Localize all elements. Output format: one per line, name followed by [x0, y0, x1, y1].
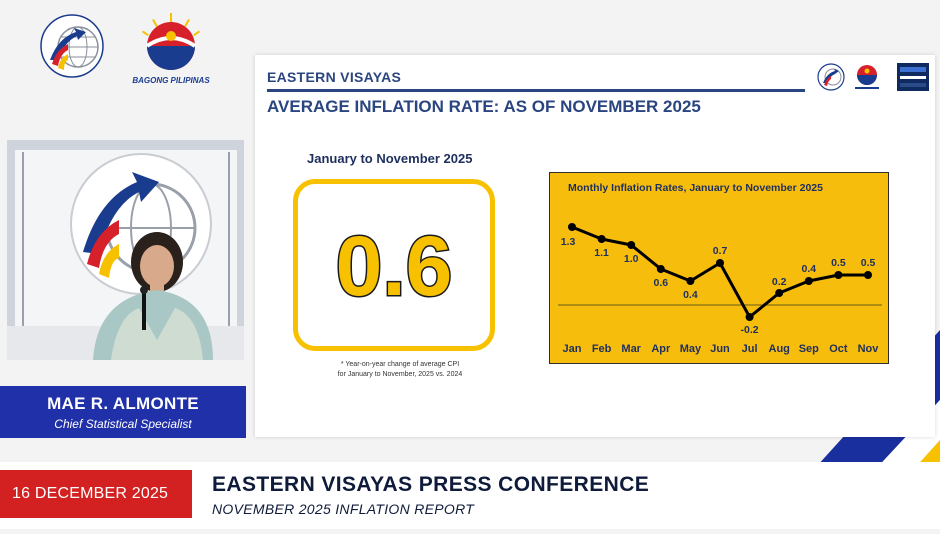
data-point	[834, 271, 843, 279]
data-point	[864, 271, 872, 279]
data-label: 0.7	[713, 245, 728, 257]
chart-svg: 1.3 1.1 1.0 0.6 0.4 0.7 -0.2 0.2 0.4 0.5 0.5 Jan Feb…	[558, 223, 882, 355]
kpi-box: 0.6	[293, 179, 495, 351]
footnote-line-2: for January to November, 2025 vs. 2024	[337, 371, 463, 378]
monthly-inflation-chart: 1.3 1.1 1.0 0.6 0.4 0.7 -0.2 0.2 0.4 0.5 0.5 Jan Feb…	[549, 172, 889, 364]
data-point	[627, 241, 636, 249]
x-tick-label: Jun	[710, 343, 730, 355]
speaker-video-feed	[7, 140, 244, 360]
x-tick-label: Jul	[742, 343, 758, 355]
speaker-name: MAE R. ALMONTE	[47, 394, 199, 413]
kpi-period-label: January to November 2025	[307, 151, 473, 166]
data-point	[568, 223, 576, 231]
presentation-slide: EASTERN VISAYAS AVERAGE INFLATION RATE: …	[255, 55, 935, 437]
data-label: 0.2	[772, 276, 787, 288]
data-point	[716, 259, 724, 267]
inflation-series-line	[571, 225, 868, 319]
data-point	[656, 265, 665, 273]
x-tick-label: Nov	[858, 343, 880, 355]
conference-subtitle: NOVEMBER 2025 INFLATION REPORT	[212, 501, 475, 517]
data-point	[686, 277, 695, 285]
bagong-pilipinas-logo-icon	[855, 65, 879, 89]
data-point	[597, 235, 606, 243]
slide-region-label: EASTERN VISAYAS	[267, 69, 402, 85]
conference-title: EASTERN VISAYAS PRESS CONFERENCE	[212, 473, 650, 496]
psa-logo-icon	[817, 63, 845, 91]
data-label: 1.0	[624, 253, 639, 265]
footnote-line-1: * Year-on-year change of average CPI	[340, 361, 460, 368]
slide-corner-logos	[815, 61, 931, 93]
x-tick-label: Feb	[592, 343, 612, 355]
kpi-footnote: * Year-on-year change of average CPI for…	[305, 360, 495, 380]
event-date: 16 DECEMBER 2025	[12, 485, 169, 502]
data-label: 1.3	[561, 236, 576, 248]
bagong-pilipinas-logo-icon: BAGONG PILIPINAS	[132, 10, 210, 88]
data-label: 1.1	[594, 247, 609, 259]
chart-title: Monthly Inflation Rates, January to Nove…	[568, 182, 823, 194]
speaker-name-box: MAE R. ALMONTE Chief Statistical Special…	[0, 386, 246, 438]
x-tick-label: Sep	[799, 343, 819, 355]
date-box: 16 DECEMBER 2025	[0, 470, 192, 518]
kpi-average-inflation-value: 0.6	[334, 218, 454, 315]
slide-header-rule	[267, 89, 805, 92]
x-tick-label: Aug	[769, 343, 790, 355]
data-label: 0.5	[861, 257, 876, 269]
x-tick-label: Jan	[563, 343, 582, 355]
x-tick-label: Mar	[621, 343, 641, 355]
data-label: 0.5	[831, 257, 846, 269]
data-point	[745, 313, 754, 321]
bagong-pilipinas-label: BAGONG PILIPINAS	[132, 76, 210, 85]
iso-9001-badge-icon	[897, 63, 929, 91]
data-point	[804, 277, 813, 285]
slide-title: AVERAGE INFLATION RATE: AS OF NOVEMBER 2…	[267, 97, 701, 116]
x-tick-label: Apr	[651, 343, 671, 355]
x-tick-label: May	[680, 343, 702, 355]
x-tick-label: Oct	[829, 343, 848, 355]
data-label: -0.2	[741, 324, 759, 336]
data-label: 0.4	[801, 263, 816, 275]
data-label: 0.4	[683, 289, 698, 301]
psa-logo-icon	[32, 10, 112, 86]
data-label: 0.6	[653, 277, 668, 289]
speaker-job-title: Chief Statistical Specialist	[54, 417, 192, 431]
slide-page-number: 5	[886, 414, 890, 421]
data-point	[775, 289, 784, 297]
